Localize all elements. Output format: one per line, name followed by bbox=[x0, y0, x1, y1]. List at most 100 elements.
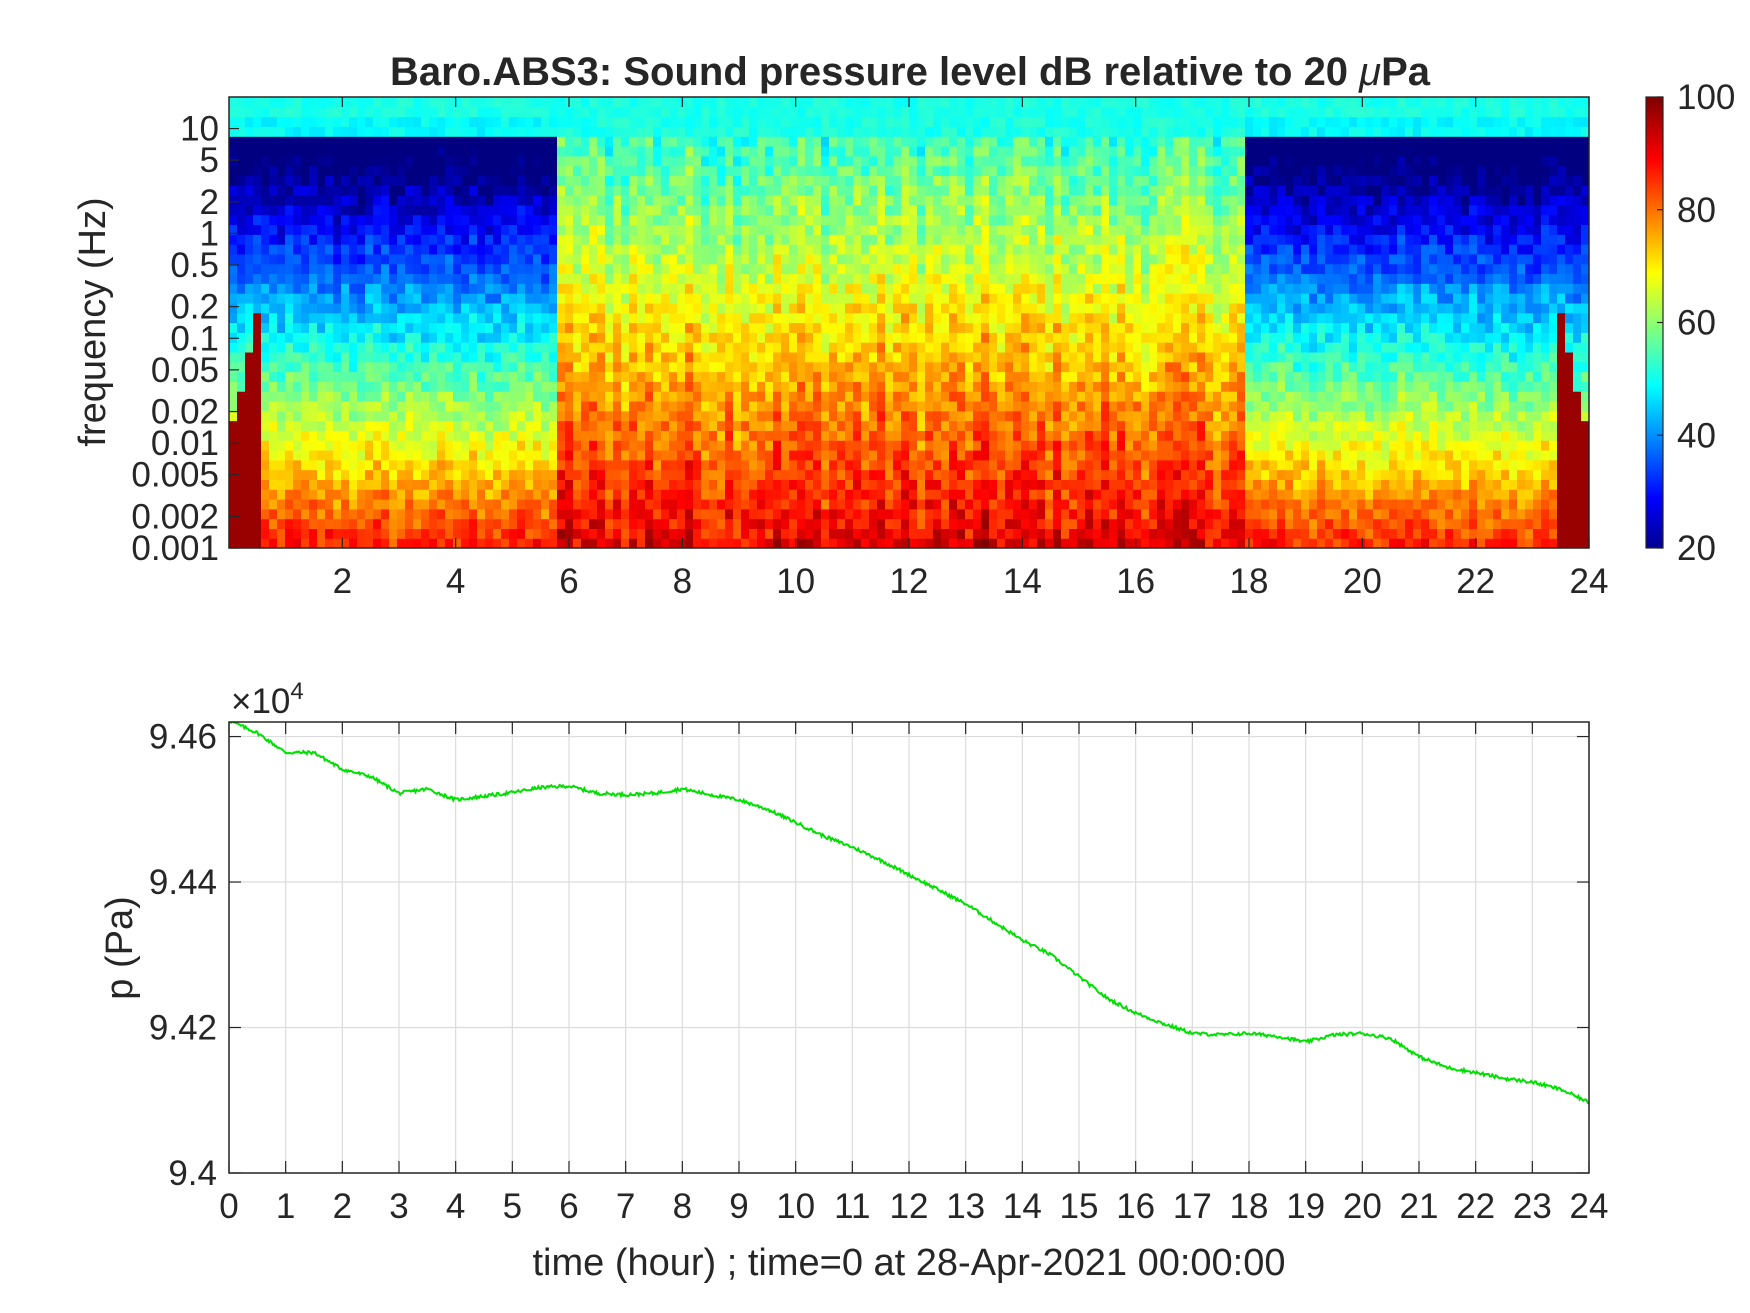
spectrogram-cell bbox=[253, 518, 262, 529]
spectrogram-cell bbox=[605, 528, 614, 539]
spectrogram-cell bbox=[661, 342, 670, 353]
spectrogram-cell bbox=[637, 185, 646, 196]
spectrogram-cell bbox=[389, 430, 398, 441]
spectrogram-cell bbox=[333, 371, 342, 382]
spectrogram-cell bbox=[509, 263, 518, 275]
spectrogram-cell bbox=[701, 116, 710, 128]
spectrogram-cell bbox=[317, 381, 326, 392]
spectrogram-cell bbox=[773, 371, 782, 382]
spectrogram-cell bbox=[717, 420, 726, 431]
spectrogram-cell bbox=[565, 185, 574, 196]
spectrogram-cell bbox=[501, 371, 510, 382]
spectrogram-cell bbox=[237, 498, 246, 510]
spectrogram-cell bbox=[525, 469, 534, 480]
spectrogram-cell bbox=[341, 518, 350, 529]
spectrogram-cell bbox=[893, 234, 902, 245]
spectrogram-cell bbox=[605, 204, 614, 216]
spectrogram-cell bbox=[685, 420, 694, 431]
spectrogram-cell bbox=[1093, 312, 1102, 324]
spectrogram-cell bbox=[853, 440, 862, 451]
spectrogram-cell bbox=[1013, 400, 1022, 412]
spectrogram-cell bbox=[389, 224, 398, 235]
spectrogram-cell bbox=[629, 381, 638, 392]
spectrogram-cell bbox=[701, 195, 710, 206]
spectrogram-cell bbox=[877, 253, 886, 265]
spectrogram-cell bbox=[629, 332, 638, 343]
spectrogram-cell bbox=[957, 293, 966, 304]
spectrogram-cell bbox=[293, 214, 302, 226]
spectrogram-cell bbox=[949, 126, 958, 137]
spectrogram-cell bbox=[717, 263, 726, 275]
spectrogram-cell bbox=[389, 293, 398, 304]
spectrogram-cell bbox=[381, 342, 390, 353]
spectrogram-cell bbox=[637, 234, 646, 245]
spectrogram-cell bbox=[941, 106, 950, 118]
spectrogram-cell bbox=[989, 440, 998, 451]
spectrogram-cell bbox=[325, 322, 334, 333]
spectrogram-cell bbox=[853, 430, 862, 441]
spectrogram-cell bbox=[597, 361, 606, 373]
spectrogram-cell bbox=[965, 361, 974, 373]
spectrogram-cell bbox=[693, 204, 702, 216]
spectrogram-cell bbox=[493, 381, 502, 392]
spectrogram-cell bbox=[621, 155, 630, 167]
spectrogram-cell bbox=[925, 351, 934, 363]
spectrogram-cell bbox=[405, 263, 414, 275]
spectrogram-cell bbox=[869, 224, 878, 235]
spectrogram-cell bbox=[445, 440, 454, 451]
spectrogram-cell bbox=[389, 106, 398, 118]
spectrogram-cell bbox=[637, 224, 646, 235]
spectrogram-cell bbox=[317, 498, 326, 510]
spectrogram-cell bbox=[365, 185, 374, 196]
spectrogram-cell bbox=[821, 106, 830, 118]
spectrogram-cell bbox=[677, 302, 686, 314]
spectrogram-cell bbox=[685, 381, 694, 392]
spectrogram-cell bbox=[237, 479, 246, 490]
spectrogram-cell bbox=[597, 293, 606, 304]
spectrogram-cell bbox=[629, 518, 638, 529]
spectrogram-cell bbox=[301, 518, 310, 529]
spectrogram-cell bbox=[773, 155, 782, 167]
spectrogram-cell bbox=[357, 155, 366, 167]
spectrogram-cell bbox=[333, 528, 342, 539]
spectrogram-cell bbox=[397, 371, 406, 382]
spectrogram-cell bbox=[277, 283, 286, 294]
spectrogram-cell bbox=[301, 214, 310, 226]
spectrogram-cell bbox=[933, 440, 942, 451]
spectrogram-cell bbox=[1021, 312, 1030, 324]
spectrogram-cell bbox=[581, 312, 590, 324]
spectrogram-cell bbox=[885, 322, 894, 333]
spectrogram-cell bbox=[997, 116, 1006, 128]
spectrogram-cell bbox=[669, 106, 678, 118]
spectrogram-cell bbox=[349, 224, 358, 235]
spectrogram-cell bbox=[253, 283, 262, 294]
spectrogram-cell bbox=[429, 126, 438, 137]
spectrogram-cell bbox=[909, 459, 918, 471]
spectrogram-cell bbox=[661, 253, 670, 265]
spectrogram-cell bbox=[245, 538, 254, 548]
spectrogram-cell bbox=[981, 410, 990, 422]
spectrogram-cell bbox=[645, 293, 654, 304]
spectrogram-cell bbox=[1061, 165, 1070, 177]
spectrogram-cell bbox=[1029, 283, 1038, 294]
spectrogram-cell bbox=[565, 381, 574, 392]
spectrogram-cell bbox=[1037, 381, 1046, 392]
spectrogram-cell bbox=[1077, 97, 1086, 108]
spectrogram-cell bbox=[405, 302, 414, 314]
spectrogram-cell bbox=[309, 175, 318, 186]
spectrogram-cell bbox=[693, 332, 702, 343]
spectrogram-cell bbox=[973, 469, 982, 480]
spectrogram-cell bbox=[461, 185, 470, 196]
spectrogram-cell bbox=[669, 165, 678, 177]
spectrogram-cell bbox=[357, 528, 366, 539]
spectrogram-cell bbox=[629, 479, 638, 490]
spectrogram-cell bbox=[853, 400, 862, 412]
spectrogram-cell bbox=[517, 351, 526, 363]
spectrogram-cell bbox=[493, 498, 502, 510]
spectrogram-cell bbox=[805, 538, 814, 548]
spectrogram-cell bbox=[1045, 322, 1054, 333]
spectrogram-cell bbox=[581, 459, 590, 471]
spectrogram-cell bbox=[1085, 410, 1094, 422]
spectrogram-cell bbox=[685, 263, 694, 275]
spectrogram-cell bbox=[957, 479, 966, 490]
